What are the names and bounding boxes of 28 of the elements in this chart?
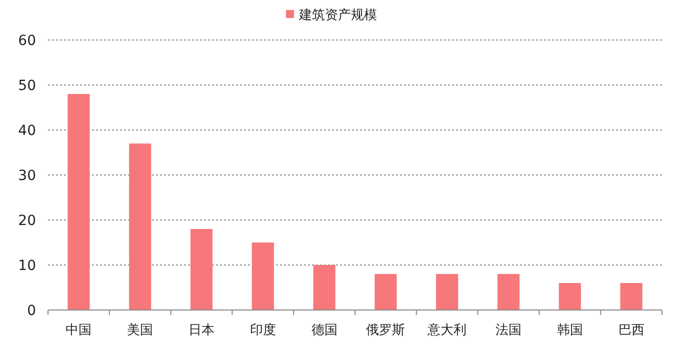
bar	[313, 265, 336, 310]
x-tick-label: 韩国	[556, 323, 583, 338]
bar	[129, 144, 152, 310]
x-tick-label: 日本	[188, 323, 214, 338]
x-tick-label: 中国	[66, 323, 92, 338]
bar	[374, 274, 397, 310]
y-tick-label: 0	[27, 303, 36, 319]
y-tick-label: 10	[18, 258, 36, 274]
x-tick-label: 法国	[496, 323, 522, 338]
x-tick-label: 印度	[250, 322, 276, 338]
y-tick-label: 20	[18, 213, 36, 229]
y-tick-label: 30	[18, 168, 36, 184]
x-tick-label: 巴西	[618, 323, 644, 338]
bar	[436, 274, 458, 310]
x-tick-label: 德国	[311, 323, 338, 338]
x-tick-label: 美国	[127, 322, 154, 338]
y-tick-label: 60	[18, 33, 36, 49]
bar	[190, 229, 213, 310]
y-tick-label: 40	[18, 123, 36, 139]
bar	[558, 283, 581, 310]
bar	[68, 94, 90, 310]
x-tick-label: 俄罗斯	[366, 323, 406, 338]
y-tick-label: 50	[18, 78, 36, 94]
bar	[497, 274, 520, 310]
x-tick-label: 意大利	[426, 323, 467, 338]
bar	[252, 242, 274, 310]
legend-label: 建筑资产规模	[298, 8, 377, 23]
bar	[620, 283, 642, 310]
